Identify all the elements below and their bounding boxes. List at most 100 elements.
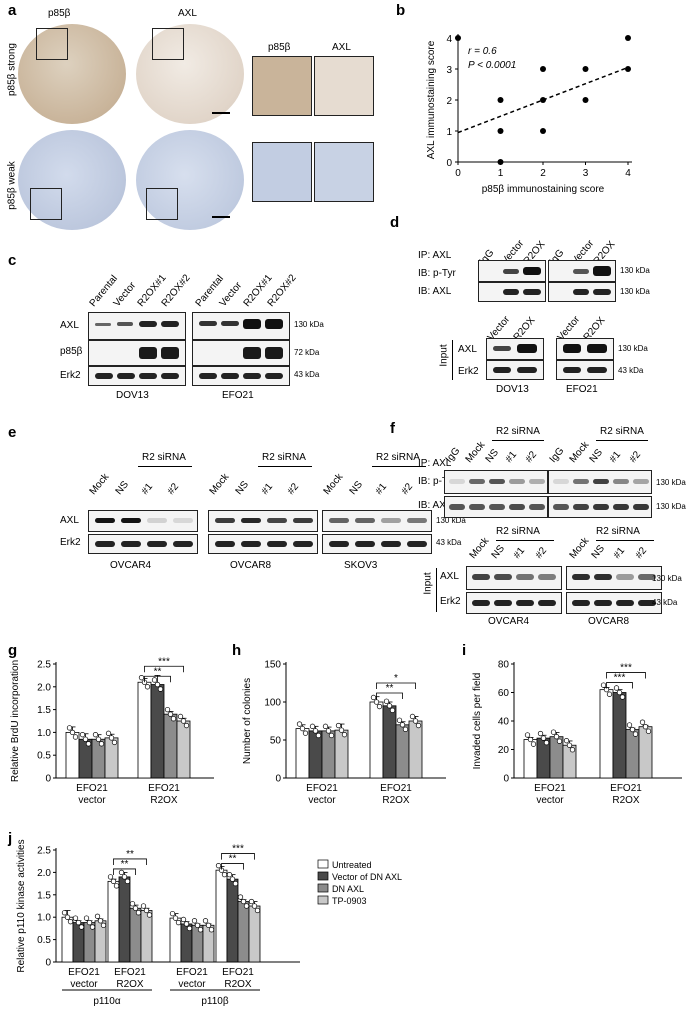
tissue-core-p85b-weak: [18, 130, 126, 230]
panel-h-letter: h: [232, 642, 242, 659]
band: [572, 600, 590, 606]
subgroup-label: p110α: [93, 996, 121, 1007]
row-label-erk2: Erk2: [60, 537, 81, 548]
cell-line-label: OVCAR8: [230, 560, 272, 571]
input-label: Input: [438, 344, 450, 367]
replicate-point: [144, 684, 151, 690]
lane-label: #2: [523, 449, 540, 465]
row-label-axl: AXL: [60, 515, 79, 526]
replicate-point: [537, 730, 544, 737]
replicate-point: [530, 741, 537, 747]
replicate-point: [107, 874, 114, 880]
replicate-point: [527, 736, 534, 743]
replicate-point: [69, 729, 76, 736]
ib-label: IB: p-Tyr: [418, 268, 456, 279]
panel-d-letter: d: [390, 214, 400, 231]
legend-swatch: [317, 859, 329, 869]
panel-i-letter: i: [462, 642, 467, 659]
band: [573, 504, 589, 510]
cell-line-label: SKOV3: [344, 560, 378, 571]
replicate-point: [409, 713, 416, 720]
panel-b-letter: b: [396, 2, 406, 19]
lane-label: Mock: [207, 471, 232, 497]
y-tick-label: 20: [498, 745, 510, 756]
cell-line-label: EFO21: [566, 384, 598, 395]
band: [613, 479, 629, 484]
sig-label: ***: [620, 663, 632, 674]
kda-label: 43 kDa: [618, 366, 644, 375]
row-label-erk2: Erk2: [440, 596, 461, 607]
replicate-point: [83, 915, 90, 921]
replicate-point: [370, 694, 377, 701]
y-tick-label: 0: [45, 774, 51, 785]
y-tick-label: 2.5: [37, 846, 51, 857]
group-label: EFO21: [380, 783, 412, 794]
replicate-point: [100, 922, 107, 928]
data-point: [582, 97, 589, 103]
bar: [65, 732, 80, 779]
legend-label: Vector of DN AXL: [332, 872, 402, 882]
blot-d-input-axl-efo21: [556, 338, 614, 360]
legend-label: TP-0903: [332, 896, 367, 906]
row-label-weak: p85β weak: [6, 161, 18, 210]
replicate-point: [302, 730, 309, 736]
replicate-point: [85, 741, 92, 747]
y-tick-label: 0: [503, 774, 509, 785]
y-tick-label: 2.0: [37, 868, 51, 879]
stat-p: P < 0.0001: [468, 60, 516, 71]
sig-label: **: [229, 854, 237, 865]
bar-chart-g: 0 0.5 1.0 1.5 2.0 2.5 Relative BrdU incorporat…: [10, 656, 214, 806]
replicate-point: [121, 874, 128, 880]
replicate-point: [113, 883, 120, 889]
sirna-bracket: [496, 540, 554, 541]
data-point: [540, 66, 546, 72]
group-label: R2OX: [116, 979, 144, 990]
band: [593, 479, 609, 484]
bar: [107, 880, 120, 963]
band: [538, 574, 556, 580]
replicate-point: [79, 732, 86, 738]
y-tick-label: 0: [45, 958, 51, 969]
blot-f-input-erk2: [566, 592, 662, 614]
replicate-point: [92, 732, 99, 738]
band: [267, 518, 287, 523]
lane-label: NS: [347, 479, 365, 497]
replicate-point: [175, 919, 182, 926]
blot-f-axl: [548, 496, 652, 518]
band: [616, 574, 634, 580]
cell-line-label: DOV13: [496, 384, 529, 395]
sirna-label: R2 siRNA: [600, 426, 644, 437]
replicate-point: [78, 924, 85, 930]
blot-d-axl-dov13: [478, 282, 546, 302]
input-label: Input: [422, 572, 434, 595]
sig-label: **: [154, 666, 162, 677]
replicate-point: [309, 723, 316, 729]
kda-label: 130 kDa: [656, 478, 686, 487]
blot-c-axl-efo21: [192, 312, 290, 340]
sig-bracket: [221, 863, 244, 870]
band: [516, 574, 534, 580]
sig-label: *: [394, 673, 398, 684]
y-tick-label: 2.0: [37, 682, 51, 693]
lane-label: #2: [285, 481, 302, 497]
kda-label: 130 kDa: [656, 502, 686, 511]
sirna-bracket: [372, 466, 426, 467]
band: [529, 504, 545, 510]
lane-label: #1: [607, 449, 624, 465]
ip-label: IP: AXL: [418, 250, 452, 261]
y-tick-label: 3: [446, 65, 452, 76]
replicate-point: [194, 922, 201, 928]
blot-f-input-erk2: [466, 592, 562, 614]
replicate-point: [72, 734, 79, 740]
panel-c-letter: c: [8, 252, 17, 269]
sig-bracket: [376, 682, 416, 689]
bar: [408, 720, 423, 779]
band: [489, 504, 505, 510]
lane-label: #2: [627, 449, 644, 465]
sirna-label: R2 siRNA: [262, 452, 306, 463]
replicate-point: [606, 691, 613, 697]
replicate-point: [64, 914, 71, 920]
y-tick-label: 1: [446, 127, 452, 138]
legend-label: Untreated: [332, 860, 372, 870]
replicate-point: [240, 898, 247, 905]
